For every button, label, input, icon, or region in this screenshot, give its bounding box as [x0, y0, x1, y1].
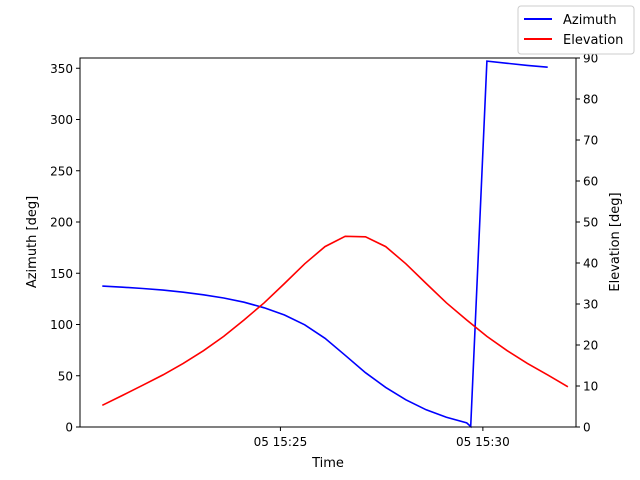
y-right-tick-label: 60	[583, 175, 598, 189]
y-left-tick-label: 350	[50, 62, 73, 76]
y-left-tick-label: 200	[50, 216, 73, 230]
y-left-tick-label: 150	[50, 267, 73, 281]
y-left-tick-label: 100	[50, 318, 73, 332]
y-right-tick-label: 10	[583, 380, 598, 394]
y-left-tick-label: 0	[65, 421, 73, 435]
y-axis-right-label: Elevation [deg]	[608, 192, 623, 291]
series-line-elevation	[101, 235, 569, 407]
y-axis-left-label: Azimuth [deg]	[25, 196, 40, 288]
y-right-tick-label: 70	[583, 134, 598, 148]
legend-elevation-label: Elevation	[563, 33, 623, 48]
x-tick-label: 05 15:25	[254, 435, 308, 449]
plot-area	[79, 57, 577, 429]
series-line-azimuth	[102, 60, 548, 429]
y-right-tick-label: 0	[583, 421, 591, 435]
legend: Azimuth Elevation	[517, 5, 635, 55]
axis-ticks: 0 50 100 150 200 250 300 350 0 10 20 30 40 50 60 70 80 90…	[50, 52, 598, 450]
y-left-tick-label: 250	[50, 164, 73, 178]
y-left-tick-label: 300	[50, 113, 73, 127]
plot-frame	[79, 57, 577, 428]
y-right-tick-label: 40	[583, 257, 598, 271]
x-tick-label: 05 15:30	[456, 435, 510, 449]
y-right-tick-label: 30	[583, 298, 598, 312]
y-right-tick-label: 20	[583, 339, 598, 353]
y-right-tick-label: 90	[583, 52, 598, 66]
legend-azimuth-label: Azimuth	[563, 13, 617, 28]
y-right-tick-label: 80	[583, 93, 598, 107]
y-right-tick-label: 50	[583, 216, 598, 230]
x-axis-label: Time	[311, 456, 344, 471]
y-left-tick-label: 50	[58, 369, 73, 383]
